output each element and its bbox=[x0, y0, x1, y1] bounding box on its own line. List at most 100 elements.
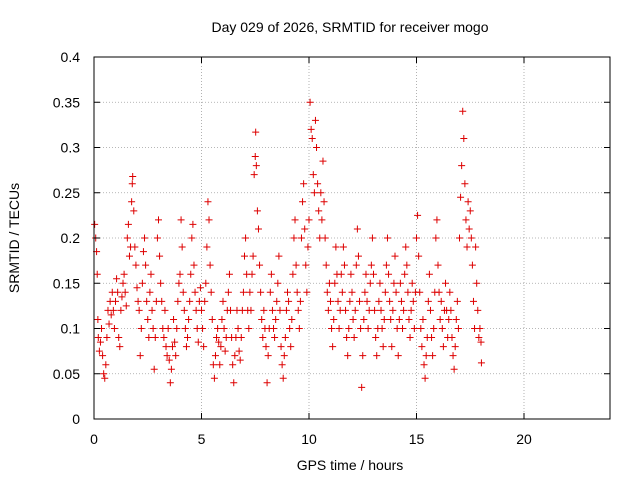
data-point bbox=[406, 334, 414, 342]
data-point bbox=[125, 252, 133, 260]
data-point bbox=[118, 293, 126, 301]
data-point bbox=[260, 306, 268, 314]
data-point bbox=[171, 338, 179, 346]
data-point bbox=[109, 306, 117, 314]
data-point bbox=[190, 261, 198, 269]
axis-ticks bbox=[93, 56, 610, 420]
y-tick-label: 0.1 bbox=[61, 321, 81, 337]
data-point bbox=[278, 361, 286, 369]
data-point bbox=[120, 270, 128, 278]
data-point bbox=[291, 216, 299, 224]
data-point bbox=[161, 306, 169, 314]
data-point bbox=[313, 144, 321, 151]
data-point bbox=[450, 365, 458, 373]
data-point bbox=[391, 252, 399, 260]
data-point bbox=[383, 234, 391, 242]
data-point bbox=[149, 325, 157, 332]
data-point bbox=[295, 325, 303, 332]
data-point bbox=[379, 343, 387, 351]
data-point bbox=[387, 315, 395, 323]
data-point bbox=[207, 288, 215, 296]
data-point bbox=[130, 207, 138, 215]
data-point bbox=[329, 343, 337, 351]
data-point bbox=[448, 334, 456, 342]
data-point bbox=[264, 352, 272, 360]
x-tick-label: 5 bbox=[198, 431, 206, 447]
data-point bbox=[102, 361, 110, 369]
data-point bbox=[259, 334, 267, 342]
data-point bbox=[187, 270, 195, 278]
data-point bbox=[94, 315, 102, 323]
data-point bbox=[300, 180, 308, 188]
x-tick-label: 20 bbox=[516, 431, 532, 447]
data-point bbox=[181, 325, 189, 332]
data-point bbox=[294, 306, 302, 314]
data-point bbox=[400, 306, 408, 314]
data-point bbox=[328, 325, 336, 332]
data-point bbox=[397, 297, 405, 305]
data-point bbox=[417, 325, 425, 332]
data-point bbox=[476, 325, 484, 332]
data-point bbox=[166, 379, 174, 387]
data-point bbox=[124, 220, 132, 228]
data-point bbox=[230, 379, 238, 387]
data-point bbox=[158, 297, 166, 305]
data-point bbox=[382, 261, 390, 269]
data-point bbox=[477, 338, 485, 346]
data-point bbox=[216, 361, 224, 369]
data-point bbox=[467, 234, 475, 242]
data-point bbox=[253, 207, 261, 215]
data-point bbox=[429, 352, 437, 360]
data-point bbox=[199, 325, 207, 332]
data-point bbox=[324, 306, 332, 314]
data-point bbox=[138, 279, 146, 287]
data-point bbox=[381, 288, 389, 296]
data-point bbox=[277, 343, 285, 351]
y-tick-label: 0 bbox=[72, 411, 80, 427]
data-point bbox=[408, 279, 416, 287]
data-point bbox=[289, 270, 297, 278]
data-point bbox=[249, 252, 257, 260]
data-point bbox=[323, 288, 331, 296]
data-point bbox=[205, 216, 213, 224]
data-point bbox=[143, 297, 151, 305]
data-point bbox=[461, 180, 469, 188]
data-point bbox=[206, 261, 214, 269]
data-point bbox=[281, 334, 289, 342]
data-point bbox=[132, 261, 140, 269]
data-point bbox=[268, 306, 276, 314]
data-point bbox=[334, 297, 342, 305]
data-point bbox=[357, 325, 365, 332]
data-point bbox=[99, 352, 107, 360]
data-point bbox=[307, 125, 315, 133]
data-point bbox=[413, 234, 420, 242]
data-point bbox=[247, 306, 255, 314]
data-point bbox=[337, 270, 345, 278]
data-point bbox=[119, 279, 127, 287]
data-point bbox=[364, 325, 372, 332]
data-point bbox=[385, 270, 393, 278]
data-point bbox=[208, 315, 216, 323]
data-point bbox=[349, 315, 357, 323]
data-point bbox=[358, 383, 366, 391]
data-point bbox=[305, 216, 313, 224]
data-point bbox=[184, 334, 192, 342]
data-point bbox=[339, 243, 347, 251]
data-point bbox=[170, 315, 178, 323]
x-tick-label: 0 bbox=[90, 431, 98, 447]
data-point bbox=[304, 243, 312, 251]
data-point bbox=[290, 234, 298, 242]
data-point bbox=[93, 270, 101, 278]
data-point bbox=[114, 288, 122, 296]
data-point bbox=[257, 288, 265, 296]
data-point bbox=[287, 343, 295, 351]
data-point bbox=[303, 288, 311, 296]
data-point bbox=[191, 288, 199, 296]
data-point bbox=[210, 374, 218, 382]
data-point bbox=[273, 297, 281, 305]
data-point bbox=[462, 216, 470, 224]
data-point bbox=[332, 243, 340, 251]
data-point bbox=[317, 189, 325, 197]
data-point bbox=[388, 343, 396, 351]
data-point bbox=[252, 162, 260, 170]
